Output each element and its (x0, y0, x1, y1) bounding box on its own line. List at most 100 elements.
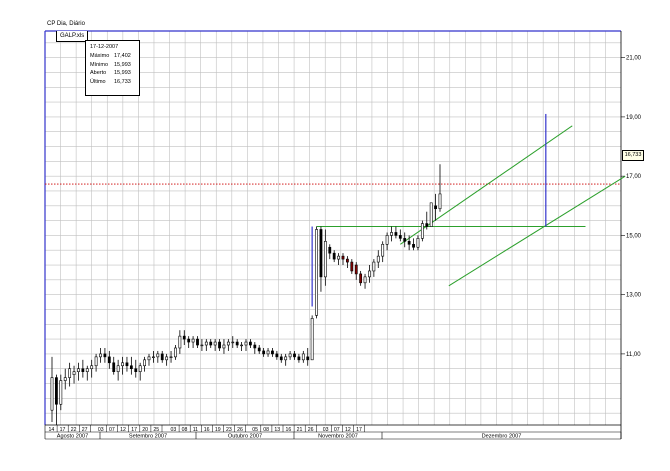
day-tick-label: 26 (308, 427, 314, 433)
candle-body (403, 238, 407, 242)
candle-body (288, 353, 292, 358)
candle-body (271, 350, 274, 355)
day-tick-label: 12 (345, 427, 351, 433)
candle-body (231, 341, 235, 344)
file-tab[interactable]: GALP.xls (56, 31, 89, 42)
candle-body (209, 341, 213, 346)
candle-body (196, 338, 199, 346)
candle-body (381, 243, 385, 257)
info-value: 17,402 (114, 52, 131, 59)
day-tick-label: 12 (120, 427, 126, 433)
day-tick-label: 16 (286, 427, 292, 433)
candle-body (368, 270, 371, 278)
candle-body (77, 368, 80, 372)
y-tick-label: 13,00 (626, 293, 642, 299)
channel-lower-line (448, 175, 626, 287)
candle-body (59, 380, 63, 405)
candle-body (143, 359, 146, 367)
candle-body (372, 261, 376, 272)
day-tick-label: 08 (263, 427, 269, 433)
y-tick-label: 11,00 (626, 352, 641, 358)
day-tick-label: 05 (252, 427, 258, 433)
info-row-open: Aberto 15,993 (90, 69, 139, 78)
info-date: 17-12-2007 (90, 44, 119, 50)
candle-body (434, 205, 437, 210)
candle-body (85, 368, 89, 372)
day-tick-label: 23 (226, 427, 232, 433)
day-tick-label: 26 (237, 427, 243, 433)
candle-body (55, 377, 58, 405)
y-tick-label: 15,00 (626, 233, 642, 239)
candle-body (297, 356, 301, 361)
month-label: Outubro 2007 (228, 434, 262, 440)
candle-body (174, 347, 177, 358)
candle-body (116, 365, 120, 372)
y-tick-label: 17,00 (626, 174, 642, 180)
candle-body (147, 356, 151, 361)
month-label: Novembro 2007 (318, 434, 358, 440)
candle-body (266, 350, 270, 355)
candle-body (420, 223, 424, 239)
day-tick-label: 08 (182, 427, 188, 433)
info-box: 17-12-2007 Máximo 17,402 Mínimo 15,993 Abe… (85, 40, 140, 96)
info-key: Máximo (90, 52, 110, 59)
candle-body (301, 353, 305, 361)
candle-body (337, 255, 340, 260)
candle-body (50, 377, 54, 411)
candle-body (262, 350, 266, 355)
candle-body (275, 353, 279, 358)
candle-body (359, 273, 363, 284)
candle-body (191, 338, 195, 343)
candle-body (112, 362, 116, 372)
month-label: Agosto 2007 (57, 434, 88, 440)
month-label: Dezembro 2007 (482, 434, 522, 440)
day-tick-label: 25 (153, 427, 159, 433)
candle-body (63, 377, 67, 381)
candle-body (416, 238, 420, 248)
info-row-last: Último 16,733 (90, 78, 139, 87)
candle-body (394, 232, 398, 236)
candle-body (182, 335, 186, 340)
day-tick-label: 03 (323, 427, 329, 433)
candle-body (200, 344, 204, 347)
candle-body (293, 353, 296, 358)
info-value: 16,733 (114, 79, 131, 86)
day-tick-label: 03 (171, 427, 177, 433)
candle-body (81, 368, 85, 372)
day-tick-label: 17 (356, 427, 362, 433)
candle-body (253, 344, 257, 349)
candle-body (279, 356, 283, 361)
candle-body (346, 258, 349, 263)
candle-body (222, 344, 226, 349)
candle-body (204, 341, 208, 346)
candle-body (240, 344, 243, 347)
day-tick-label: 19 (215, 427, 221, 433)
y-tick-label: 19,00 (626, 115, 642, 121)
candle-body (429, 202, 433, 227)
month-label: Setembro 2007 (129, 434, 167, 440)
channel-upper-line (400, 125, 573, 245)
candle-body (310, 318, 314, 361)
candle-body (152, 356, 155, 358)
candle-body (407, 241, 411, 245)
candle-body (165, 356, 169, 361)
candle-body (306, 356, 310, 361)
candle-body (249, 341, 252, 346)
day-tick-label: 13 (274, 427, 280, 433)
candle-body (244, 341, 248, 346)
day-tick-label: 11 (193, 427, 198, 433)
candle-body (350, 261, 354, 272)
candle-body (284, 356, 288, 361)
candle-body (226, 341, 230, 346)
day-tick-label: 14 (49, 427, 55, 433)
candle-body (94, 356, 98, 367)
candle-body (319, 229, 323, 278)
candle-body (323, 241, 327, 278)
candle-body (354, 264, 358, 275)
candle-body (412, 243, 415, 248)
candle-body (425, 223, 429, 227)
candle-body (90, 365, 94, 370)
candle-body (121, 362, 124, 367)
candle-body (178, 335, 182, 349)
